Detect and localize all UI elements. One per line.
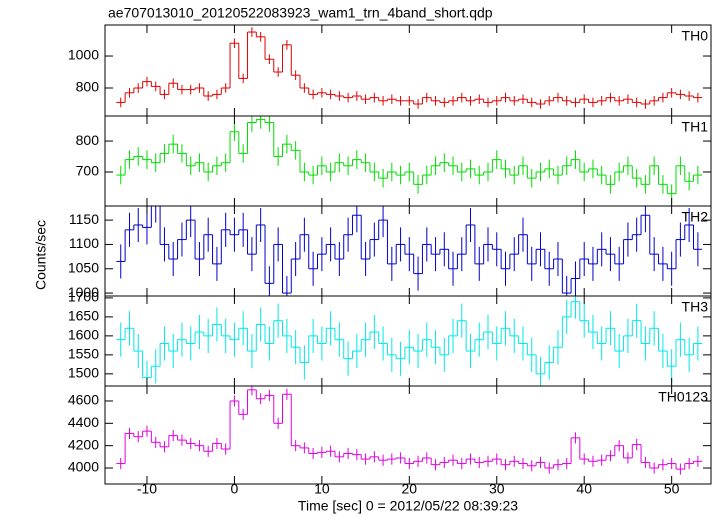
x-tick-label: 50 — [664, 481, 680, 497]
y-tick-label: 4600 — [68, 392, 99, 408]
panel-data — [116, 116, 703, 203]
y-tick-label: 4200 — [68, 436, 99, 452]
x-tick-label: 30 — [489, 481, 505, 497]
panel-frame — [104, 24, 712, 117]
y-tick-label: 1650 — [68, 308, 99, 324]
panel-frame — [104, 205, 712, 297]
panel-data — [116, 206, 703, 296]
y-tick-label: 800 — [76, 79, 100, 95]
chart-title: ae707013010_20120522083923_wam1_trn_4ban… — [108, 5, 493, 21]
y-tick-label: 4000 — [68, 459, 99, 475]
panel-frame — [104, 385, 712, 485]
y-tick-label: 1550 — [68, 346, 99, 362]
x-axis-label: Time [sec] 0 = 2012/05/22 08:39:23 — [298, 498, 518, 514]
y-tick-label: 800 — [76, 132, 100, 148]
x-tick-label: -10 — [137, 481, 157, 497]
y-tick-label: 700 — [76, 163, 100, 179]
y-tick-label: 1000 — [68, 47, 99, 63]
panel-label: TH3 — [682, 299, 709, 315]
y-tick-label: 1500 — [68, 365, 99, 381]
panel-label: TH0 — [682, 28, 709, 44]
y-tick-label: 1700 — [68, 289, 99, 305]
y-tick-label: 4400 — [68, 414, 99, 430]
panel-frame — [104, 295, 712, 387]
y-tick-label: 1600 — [68, 327, 99, 343]
panel-data — [116, 296, 703, 386]
x-tick-label: 20 — [402, 481, 418, 497]
panel-label: TH1 — [682, 119, 709, 135]
panel-data — [116, 27, 703, 109]
x-tick-label: 40 — [576, 481, 592, 497]
y-axis-label: Counts/sec — [33, 220, 49, 290]
panel-label: TH2 — [682, 209, 709, 225]
y-tick-label: 1050 — [68, 259, 99, 275]
panel-label: TH0123 — [658, 389, 708, 405]
y-tick-label: 1100 — [69, 235, 99, 251]
x-tick-label: 0 — [231, 481, 239, 497]
panel-data — [116, 386, 703, 475]
y-tick-label: 1000 — [68, 284, 99, 300]
x-tick-label: 10 — [314, 481, 330, 497]
y-tick-label: 1150 — [69, 211, 99, 227]
panel-frame — [104, 115, 712, 207]
